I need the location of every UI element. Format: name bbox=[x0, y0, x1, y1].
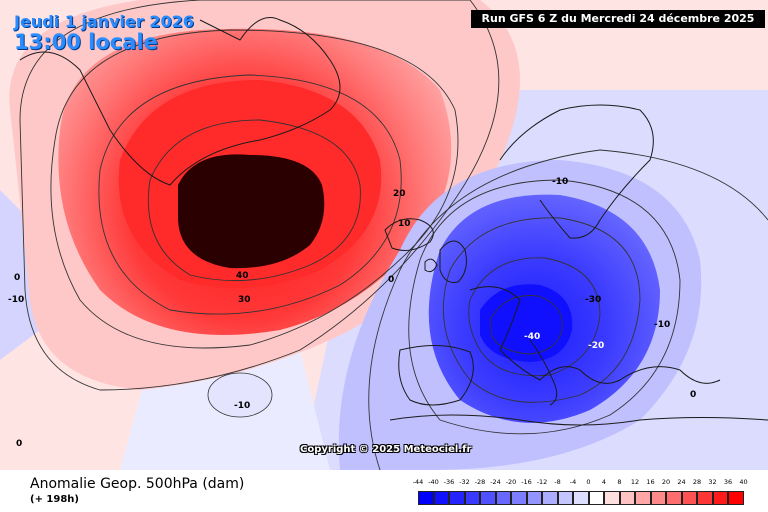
contour-minus-30 bbox=[468, 257, 601, 377]
scale-swatch bbox=[681, 491, 697, 505]
scale-tick-label: -32 bbox=[459, 478, 470, 486]
scale-tick-label: -44 bbox=[412, 478, 424, 486]
contour-label-10-west: -10 bbox=[8, 295, 24, 305]
scale-swatch bbox=[650, 491, 666, 505]
scale-tick-label: 0 bbox=[586, 478, 591, 486]
scale-swatch bbox=[619, 491, 635, 505]
scale-swatch bbox=[588, 491, 604, 505]
british-isles-coast bbox=[424, 240, 467, 283]
scale-swatch bbox=[464, 491, 480, 505]
scale-tick-label: -24 bbox=[490, 478, 501, 486]
scale-swatch bbox=[557, 491, 573, 505]
scale-swatch bbox=[712, 491, 728, 505]
anomaly-map-svg: 40 30 20 10 0 -10 -30 -40 -20 -10 0 -10 … bbox=[0, 0, 768, 470]
forecast-date: Jeudi 1 janvier 2026 bbox=[14, 12, 194, 31]
scale-tick-label: -12 bbox=[536, 478, 548, 486]
scale-swatch bbox=[604, 491, 620, 505]
contour-label-20-italy: -20 bbox=[588, 341, 604, 351]
map-title: Anomalie Geop. 500hPa (dam) bbox=[30, 476, 245, 492]
scale-swatch bbox=[542, 491, 558, 505]
scale-swatch bbox=[433, 491, 449, 505]
scale-tick-label: 8 bbox=[617, 478, 622, 486]
scale-tick-label: -16 bbox=[521, 478, 532, 486]
scale-swatch bbox=[573, 491, 589, 505]
scale-tick-label: -4 bbox=[569, 478, 577, 486]
scale-tick-label: -20 bbox=[505, 478, 517, 486]
contour-label-10-scandinavia: -10 bbox=[552, 177, 568, 187]
contour-label-40-centre: -40 bbox=[524, 332, 540, 342]
greenland-coast bbox=[19, 17, 341, 186]
iberia-coast bbox=[398, 344, 474, 406]
contour-label-10-balkans: -10 bbox=[654, 320, 670, 330]
contour-label-10-atlantic: 10 bbox=[398, 219, 411, 229]
contour-label-30-greenland: 30 bbox=[238, 295, 251, 305]
scale-swatch bbox=[666, 491, 682, 505]
contour-minus-10 bbox=[408, 179, 681, 435]
scale-tick-label: 4 bbox=[601, 478, 607, 486]
forecast-time: 13:00 locale bbox=[14, 30, 158, 54]
scale-swatch bbox=[697, 491, 713, 505]
coastlines bbox=[19, 17, 768, 426]
scale-tick-label: 32 bbox=[708, 478, 717, 486]
azores-negative-pocket bbox=[207, 372, 273, 418]
scandinavia-coast bbox=[499, 104, 654, 239]
scale-swatch bbox=[480, 491, 496, 505]
scale-swatch bbox=[418, 491, 434, 505]
anomaly-map: 40 30 20 10 0 -10 -30 -40 -20 -10 0 -10 … bbox=[0, 0, 768, 470]
scale-swatch bbox=[526, 491, 542, 505]
positive-anomaly-core bbox=[178, 154, 325, 269]
italy-coast bbox=[529, 339, 558, 406]
scale-tick-label: 28 bbox=[692, 478, 702, 486]
scale-swatch bbox=[449, 491, 465, 505]
scale-tick-label: -8 bbox=[554, 478, 561, 486]
contour-labels: 40 30 20 10 0 -10 -30 -40 -20 -10 0 -10 … bbox=[8, 177, 696, 449]
contour-label-0-southwest: 0 bbox=[16, 439, 22, 449]
scale-tick-label: 40 bbox=[739, 478, 748, 486]
scale-tick-label: 20 bbox=[661, 478, 671, 486]
iceland-coast bbox=[384, 218, 434, 251]
contour-40 bbox=[147, 119, 361, 282]
contour-label-0-west: 0 bbox=[14, 273, 20, 283]
contour-label-20-atlantic: 20 bbox=[393, 189, 406, 199]
contour-label-30-europe: -30 bbox=[585, 295, 601, 305]
copyright-notice: Copyright © 2025 Meteociel.fr bbox=[300, 444, 472, 455]
contour-zero bbox=[368, 149, 768, 470]
contour-30 bbox=[98, 74, 402, 315]
model-run-label: Run GFS 6 Z du Mercredi 24 décembre 2025 bbox=[471, 10, 765, 28]
contour-label-0-atlantic: 0 bbox=[388, 275, 394, 285]
scale-tick-label: 24 bbox=[677, 478, 686, 486]
contour-label-40-greenland: 40 bbox=[236, 271, 249, 281]
contour-10 bbox=[19, 0, 500, 391]
scale-swatch bbox=[728, 491, 744, 505]
contour-label-0-east: 0 bbox=[690, 390, 696, 400]
forecast-lead-time: (+ 198h) bbox=[30, 494, 79, 505]
north-africa-coast bbox=[389, 414, 768, 426]
scale-swatch bbox=[495, 491, 511, 505]
scale-tick-label: -28 bbox=[474, 478, 486, 486]
scale-tick-label: -36 bbox=[443, 478, 455, 486]
color-scale-legend: -44 -40 -36 -32 -28 -24 -20 -16 -12 -8 -4 0 4 8 12 16 20… bbox=[410, 478, 750, 508]
scale-tick-label: 36 bbox=[723, 478, 733, 486]
europe-coast bbox=[469, 286, 721, 384]
contour-minus-40 bbox=[489, 295, 563, 355]
contour-minus-20 bbox=[442, 217, 641, 403]
contour-label-10-azores: -10 bbox=[234, 401, 250, 411]
scale-swatch bbox=[511, 491, 527, 505]
scale-tick-label: 16 bbox=[646, 478, 655, 486]
scale-tick-label: 12 bbox=[630, 478, 640, 486]
scale-swatch bbox=[635, 491, 651, 505]
scale-tick-label: -40 bbox=[428, 478, 439, 486]
